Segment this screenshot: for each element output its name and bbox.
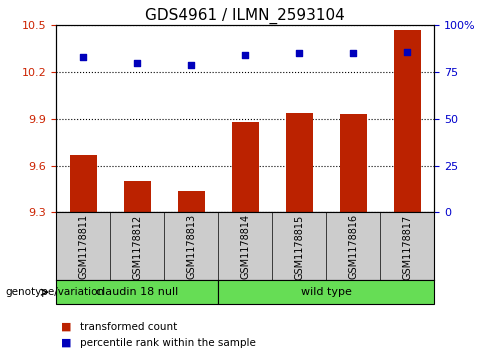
- Text: transformed count: transformed count: [80, 322, 177, 332]
- Text: ■: ■: [61, 322, 72, 332]
- Bar: [232, 122, 259, 212]
- Text: GSM1178814: GSM1178814: [240, 215, 250, 280]
- Bar: [394, 30, 421, 212]
- Point: [187, 62, 195, 68]
- Text: GSM1178816: GSM1178816: [348, 215, 358, 280]
- Text: GSM1178813: GSM1178813: [186, 215, 196, 280]
- Bar: [178, 191, 204, 212]
- Title: GDS4961 / ILMN_2593104: GDS4961 / ILMN_2593104: [145, 8, 345, 24]
- Text: ■: ■: [61, 338, 72, 348]
- Point: [79, 54, 87, 60]
- Text: GSM1178811: GSM1178811: [78, 215, 88, 280]
- Bar: [340, 114, 367, 212]
- Point: [349, 50, 357, 56]
- Text: GSM1178817: GSM1178817: [402, 215, 412, 280]
- Point: [404, 49, 411, 54]
- Bar: [218, 280, 434, 305]
- Text: wild type: wild type: [301, 287, 352, 297]
- Text: claudin 18 null: claudin 18 null: [96, 287, 178, 297]
- Bar: [286, 113, 313, 212]
- Bar: [56, 280, 218, 305]
- Point: [295, 50, 303, 56]
- Bar: [123, 181, 151, 212]
- Point: [133, 60, 141, 66]
- Text: genotype/variation: genotype/variation: [5, 287, 104, 297]
- Text: GSM1178815: GSM1178815: [294, 215, 304, 280]
- Text: percentile rank within the sample: percentile rank within the sample: [80, 338, 255, 348]
- Text: GSM1178812: GSM1178812: [132, 215, 142, 280]
- Point: [242, 52, 249, 58]
- Bar: [70, 155, 97, 212]
